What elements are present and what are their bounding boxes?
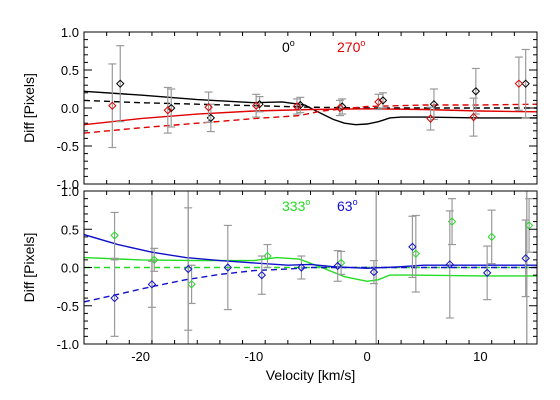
y-axis-label: Diff [Pixels] [21, 73, 37, 143]
legend-label: 333 [282, 198, 306, 214]
data-point-63 [223, 263, 233, 272]
data-point-63 [297, 263, 306, 272]
legend-degree-sign: o [360, 38, 365, 48]
data-point-270 [335, 103, 345, 113]
data-point-63 [445, 260, 455, 269]
legend-degree-sign: o [305, 197, 310, 207]
legend-entry: 0o [282, 38, 295, 55]
series-270-solid-line [84, 108, 537, 126]
y-tick-label: 0.0 [61, 261, 79, 276]
y-tick-label: 0.0 [61, 101, 79, 116]
series-63-solid-line [84, 233, 537, 270]
x-tick-label: -20 [131, 349, 150, 364]
legend-entry: 63o [337, 197, 358, 214]
legend-label: 0 [282, 39, 290, 55]
data-point-333 [110, 231, 119, 240]
data-point-333 [187, 280, 196, 289]
data-point-270 [469, 112, 478, 122]
series-63-dashed-line [84, 266, 537, 303]
data-point-270 [514, 79, 524, 88]
legend-entry: 270o [337, 38, 365, 55]
x-tick-label: 0 [364, 349, 371, 364]
y-tick-label: 0.5 [61, 222, 79, 237]
legend-label: 63 [337, 198, 353, 214]
data-point-63 [482, 268, 492, 278]
x-axis-label: Velocity [km/s] [266, 367, 355, 383]
data-point-270 [292, 102, 302, 111]
data-point-270 [163, 106, 173, 115]
data-point-63 [257, 270, 267, 280]
data-point-270 [251, 101, 261, 110]
series-0-solid-line [84, 90, 537, 126]
data-point-333 [487, 232, 496, 242]
data-point-63 [521, 254, 530, 263]
plot-area [84, 45, 537, 149]
legend-entry: 333o [282, 197, 310, 214]
data-point-270 [108, 101, 117, 110]
series-270-dashed-line [84, 103, 537, 134]
data-point-0 [166, 103, 176, 113]
data-point-0 [521, 79, 530, 88]
data-point-270 [204, 103, 213, 112]
y-tick-label: -1.0 [57, 337, 79, 352]
data-point-63 [333, 261, 342, 271]
data-point-63 [147, 280, 157, 289]
data-point-270 [426, 114, 435, 123]
y-tick-label: 1.0 [61, 184, 79, 199]
plot-area [84, 191, 537, 344]
y-tick-label: -0.5 [57, 299, 79, 314]
data-point-0 [378, 96, 388, 105]
data-point-333 [150, 255, 159, 265]
data-point-63 [369, 267, 379, 277]
legend-degree-sign: o [353, 197, 358, 207]
data-point-0 [116, 79, 125, 88]
legend-degree-sign: o [290, 38, 295, 48]
x-tick-label: 10 [473, 349, 487, 364]
series-333-solid-line [84, 256, 537, 283]
data-point-0 [471, 87, 481, 96]
data-point-333 [411, 249, 421, 258]
legend-label: 270 [337, 39, 361, 55]
panel-bottom: -20 -10 0 10 -1.0 -0.5 0.0 0.5 1.0 Diff [Pixels] V… [21, 184, 538, 383]
series-0-dashed-line [84, 99, 537, 109]
y-tick-label: 1.0 [61, 25, 79, 40]
y-tick-label: 0.5 [61, 63, 79, 78]
data-point-63 [408, 242, 417, 252]
y-axis-label: Diff [Pixels] [21, 233, 37, 303]
data-point-63 [183, 264, 193, 274]
data-point-333 [263, 251, 272, 261]
y-tick-label: -0.5 [57, 139, 79, 154]
data-point-270 [374, 97, 383, 107]
x-tick-label: -10 [244, 349, 263, 364]
data-point-63 [110, 293, 119, 303]
y-tick-label: -1.0 [57, 177, 79, 192]
